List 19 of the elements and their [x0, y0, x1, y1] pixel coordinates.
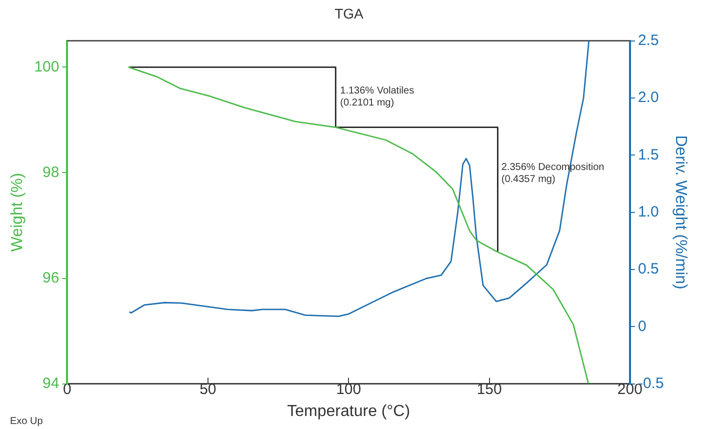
y-tick-label: 98 — [42, 164, 60, 181]
x-tick-label: 50 — [200, 380, 216, 398]
x-tick-label: 100 — [336, 380, 362, 398]
chart-title: TGA — [334, 5, 364, 22]
y2-tick-label: 1.0 — [638, 203, 659, 220]
y2-tick-label: 2.5 — [638, 32, 659, 49]
x-tick-label: 150 — [476, 380, 502, 398]
y-tick-label: 94 — [42, 374, 60, 392]
x-axis-title: Temperature (°C) — [287, 402, 410, 420]
y-tick-label: 100 — [34, 58, 60, 76]
y-axis-title: Weight (%) — [9, 172, 26, 252]
y-tick-label: 96 — [42, 269, 60, 286]
annotation: 1.136% Volatiles (0.2101 mg) — [340, 86, 414, 109]
text: Exo Up — [10, 416, 44, 427]
y2-tick-label: 0.5 — [638, 260, 659, 278]
y2-tick-label: 2.0 — [638, 89, 659, 106]
y2-tick-label: 1.5 — [638, 146, 659, 164]
y2-axis-title: Deriv. Weight (%/min) — [672, 135, 689, 290]
y2-tick-label: 0 — [638, 318, 646, 335]
